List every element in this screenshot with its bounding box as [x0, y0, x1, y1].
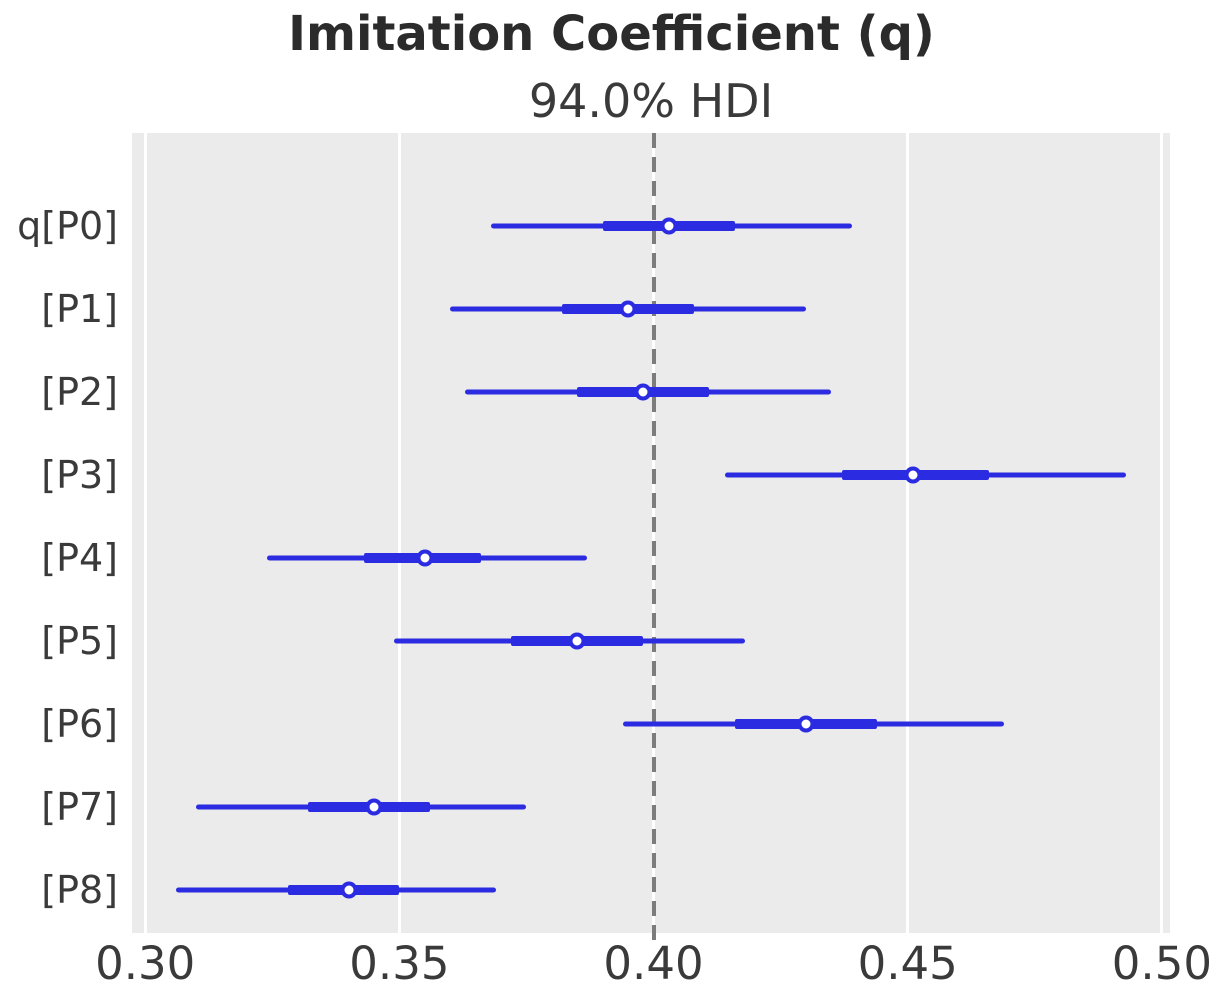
reference-line — [651, 133, 656, 945]
x-tick-label: 0.45 — [857, 937, 958, 990]
x-tick-label: 0.40 — [603, 937, 704, 990]
x-tick-label: 0.35 — [349, 937, 450, 990]
chart-subtitle: 94.0% HDI — [528, 74, 774, 128]
gridline-0.50 — [1160, 133, 1164, 933]
x-axis-labels: 0.30 0.35 0.40 0.45 0.50 — [95, 937, 1212, 997]
y-axis-labels: q[P0] [P1] [P2] [P3] [P4] [P5] [P6] [P7] [P8] — [0, 133, 122, 933]
median-marker — [340, 881, 358, 899]
median-marker — [634, 383, 652, 401]
median-marker — [416, 549, 434, 567]
plot-area — [132, 133, 1170, 945]
y-tick-label: [P4] — [41, 536, 118, 580]
y-tick-label: [P8] — [41, 868, 118, 912]
median-marker — [660, 217, 678, 235]
median-marker — [797, 715, 815, 733]
gridline-0.30 — [143, 133, 147, 933]
x-tick-label: 0.30 — [95, 937, 196, 990]
x-tick-label: 0.50 — [1111, 937, 1212, 990]
y-tick-label: [P1] — [41, 287, 118, 331]
median-marker — [568, 632, 586, 650]
y-tick-label: [P6] — [41, 702, 118, 746]
y-tick-label: [P5] — [41, 619, 118, 663]
gridline-0.35 — [397, 133, 401, 933]
median-marker — [365, 798, 383, 816]
y-tick-label: [P3] — [41, 453, 118, 497]
median-marker — [904, 466, 922, 484]
y-tick-label: [P7] — [41, 785, 118, 829]
gridline-0.45 — [906, 133, 910, 933]
y-tick-label: [P2] — [41, 370, 118, 414]
y-tick-label: q[P0] — [17, 204, 118, 248]
chart-title: Imitation Coefficient (q) — [288, 6, 935, 62]
median-marker — [619, 300, 637, 318]
